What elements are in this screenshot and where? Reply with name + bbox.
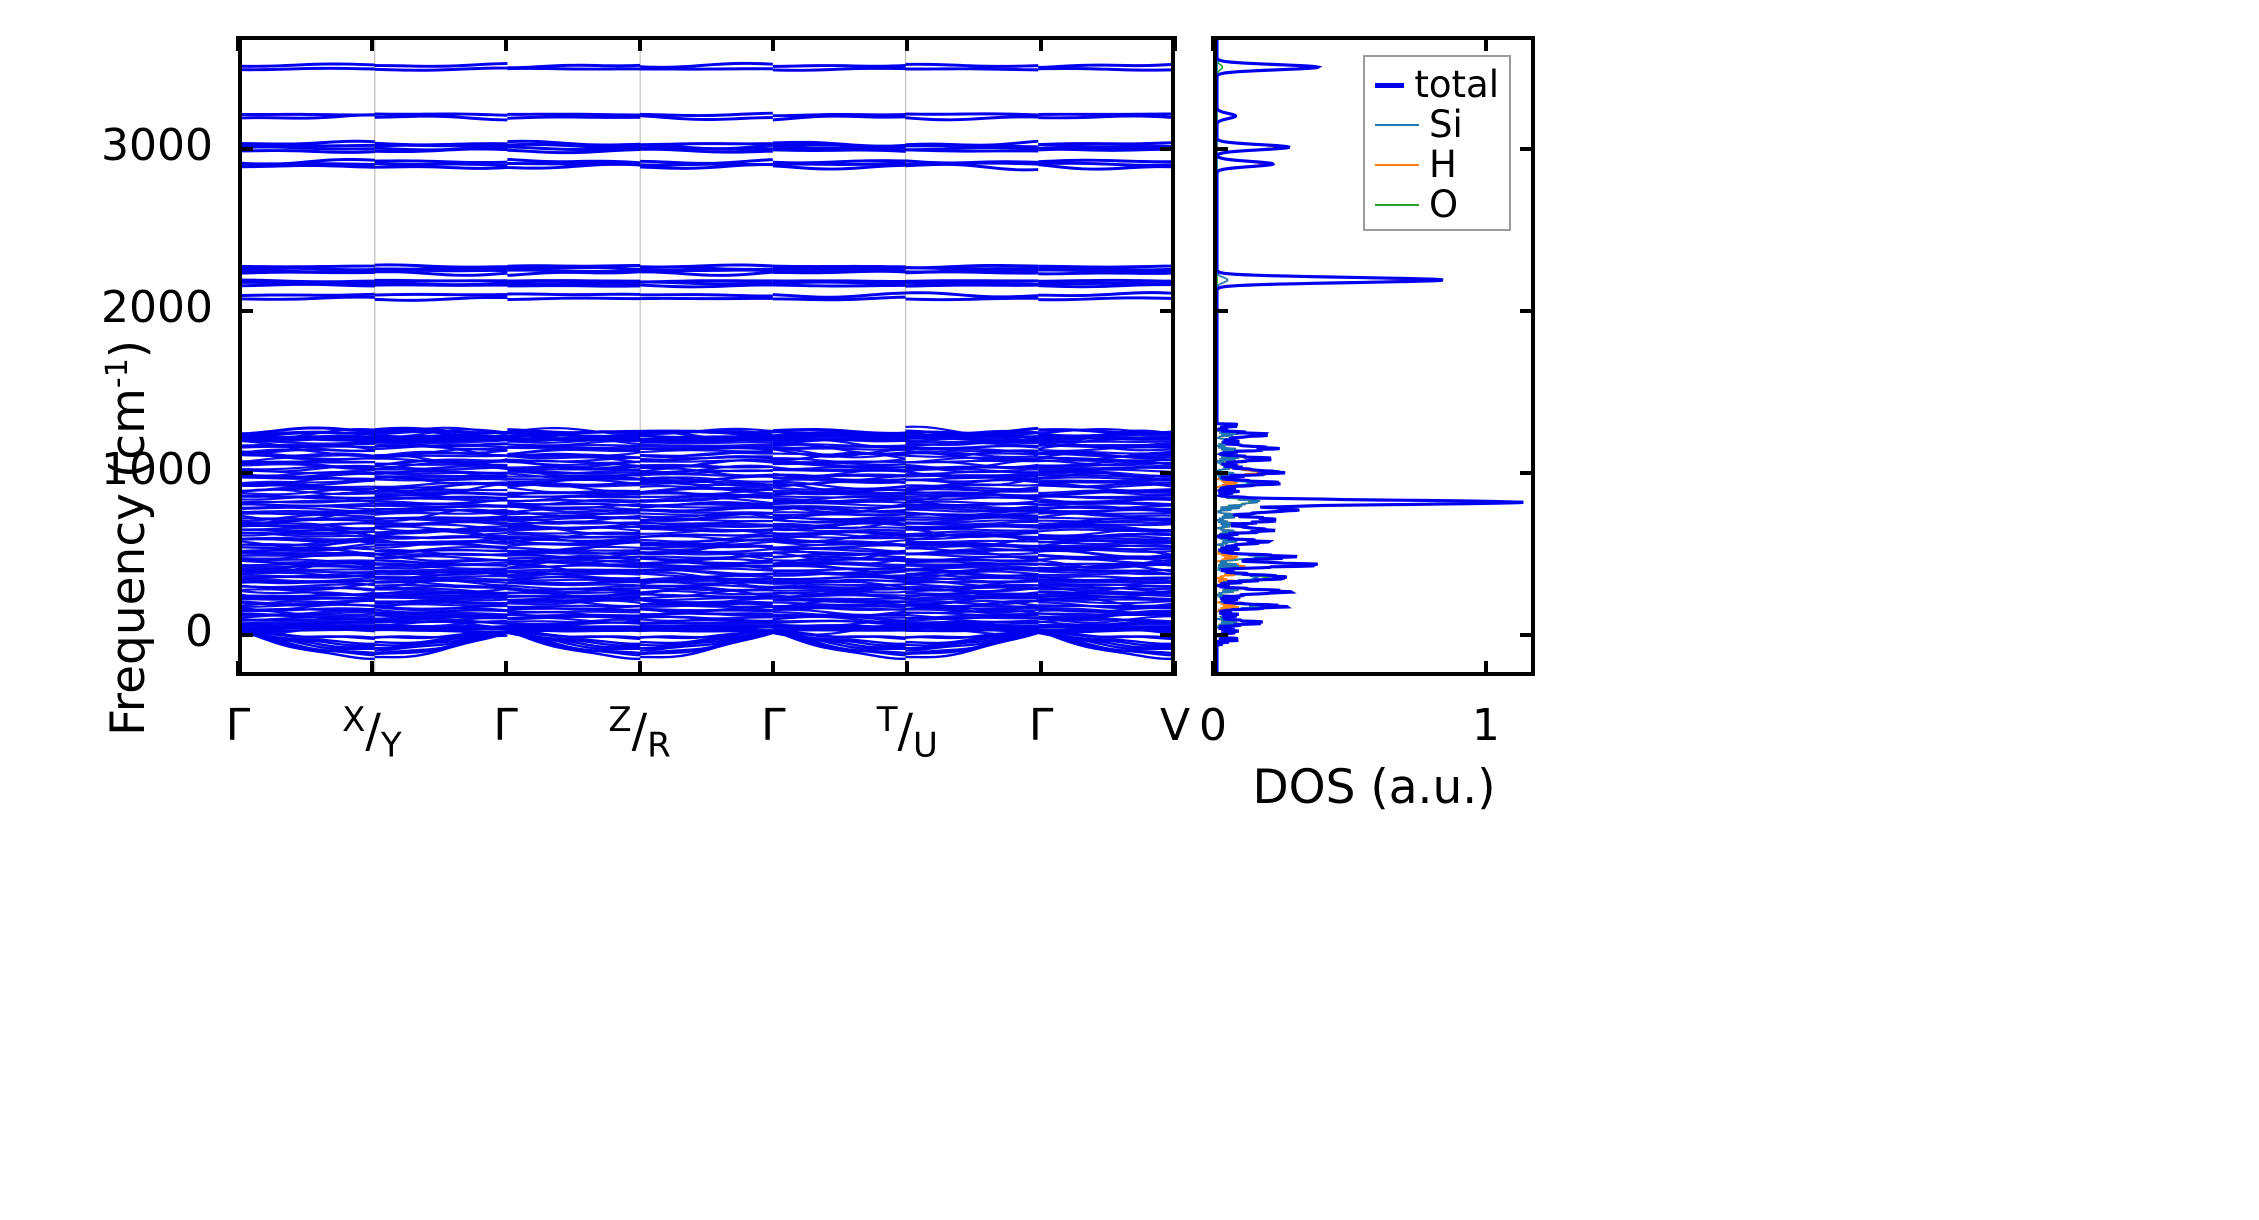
x-tick-bottom-6 <box>1039 661 1044 676</box>
y-tick-right-0 <box>1160 633 1175 638</box>
x-tick-bottom-5 <box>905 661 910 676</box>
y-tick-1000 <box>238 471 253 476</box>
dos-y-tick-right-2000 <box>1520 309 1535 314</box>
x-tick-top-0 <box>236 36 240 51</box>
y-tick-right-3000 <box>1160 147 1175 152</box>
dos-x-tick-top-1 <box>1483 36 1488 51</box>
dos-legend: total Si H O <box>1363 55 1511 231</box>
y-tick-label-2000: 2000 <box>101 282 213 334</box>
y-tick-3000 <box>238 147 253 152</box>
x-tick-label-2: Γ <box>493 700 518 751</box>
dos-x-tick-label-0: 0 <box>1199 700 1227 751</box>
x-tick-label-6: Γ <box>1028 700 1054 751</box>
y-axis-label-text: Frequency (cm <box>100 388 156 736</box>
dos-y-tick-left-1000 <box>1213 471 1228 476</box>
dos-x-tick-label-1: 1 <box>1471 700 1500 751</box>
y-tick-right-2000 <box>1160 309 1175 314</box>
dos-y-tick-right-1000 <box>1520 471 1535 476</box>
x-tick-label-1: X/Y <box>342 700 402 766</box>
x-tick-bottom-0 <box>236 661 240 676</box>
y-tick-label-3000: 3000 <box>101 120 213 172</box>
dos-x-axis-label: DOS (a.u.) <box>1252 760 1496 815</box>
y-axis-label-exponent: -1 <box>100 358 136 389</box>
legend-item-si: Si <box>1375 105 1499 145</box>
y-axis-label-tail: ) <box>100 339 156 359</box>
y-tick-label-1000: 1000 <box>101 444 213 496</box>
legend-label-o: O <box>1429 183 1459 226</box>
x-tick-top-3 <box>637 36 642 51</box>
legend-item-total: total <box>1375 65 1499 105</box>
legend-swatch-icon-h <box>1375 164 1419 166</box>
legend-label-si: Si <box>1429 103 1463 146</box>
x-tick-top-6 <box>1039 36 1044 51</box>
band-structure-plot <box>242 40 1171 672</box>
x-tick-top-1 <box>369 36 374 51</box>
x-tick-label-0: Γ <box>225 700 251 751</box>
x-tick-bottom-3 <box>637 661 642 676</box>
dos-y-tick-left-3000 <box>1213 147 1228 152</box>
x-tick-top-5 <box>905 36 910 51</box>
dos-x-tick-top-0 <box>1211 36 1215 51</box>
legend-swatch-icon-total <box>1375 82 1405 88</box>
x-tick-label-5: T/U <box>876 700 938 766</box>
x-tick-bottom-1 <box>369 661 374 676</box>
x-tick-label-4: Γ <box>761 700 786 751</box>
legend-swatch-icon-si <box>1375 124 1419 126</box>
legend-label-total: total <box>1414 63 1499 106</box>
dos-x-tick-1 <box>1483 661 1488 676</box>
dos-y-tick-left-2000 <box>1213 309 1228 314</box>
band-structure-panel <box>238 36 1175 676</box>
dos-y-tick-right-3000 <box>1520 147 1535 152</box>
y-tick-right-1000 <box>1160 471 1175 476</box>
legend-swatch-icon-o <box>1375 204 1419 206</box>
x-tick-top-7 <box>1173 36 1177 51</box>
dos-x-tick-0 <box>1211 661 1215 676</box>
x-tick-label-7: V <box>1159 700 1191 751</box>
legend-item-o: O <box>1375 185 1499 225</box>
x-tick-bottom-7 <box>1173 661 1177 676</box>
x-tick-bottom-2 <box>503 661 508 676</box>
dos-y-tick-left-0 <box>1213 633 1228 638</box>
x-tick-label-3: Z/R <box>608 700 671 766</box>
y-tick-0 <box>238 633 253 638</box>
dos-plot <box>1217 40 1524 672</box>
x-tick-bottom-4 <box>771 661 776 676</box>
legend-label-h: H <box>1429 143 1457 186</box>
legend-item-h: H <box>1375 145 1499 185</box>
y-tick-2000 <box>238 309 253 314</box>
dos-y-tick-right-0 <box>1520 633 1535 638</box>
x-tick-top-4 <box>771 36 776 51</box>
x-tick-top-2 <box>503 36 508 51</box>
y-tick-label-0: 0 <box>185 606 213 658</box>
